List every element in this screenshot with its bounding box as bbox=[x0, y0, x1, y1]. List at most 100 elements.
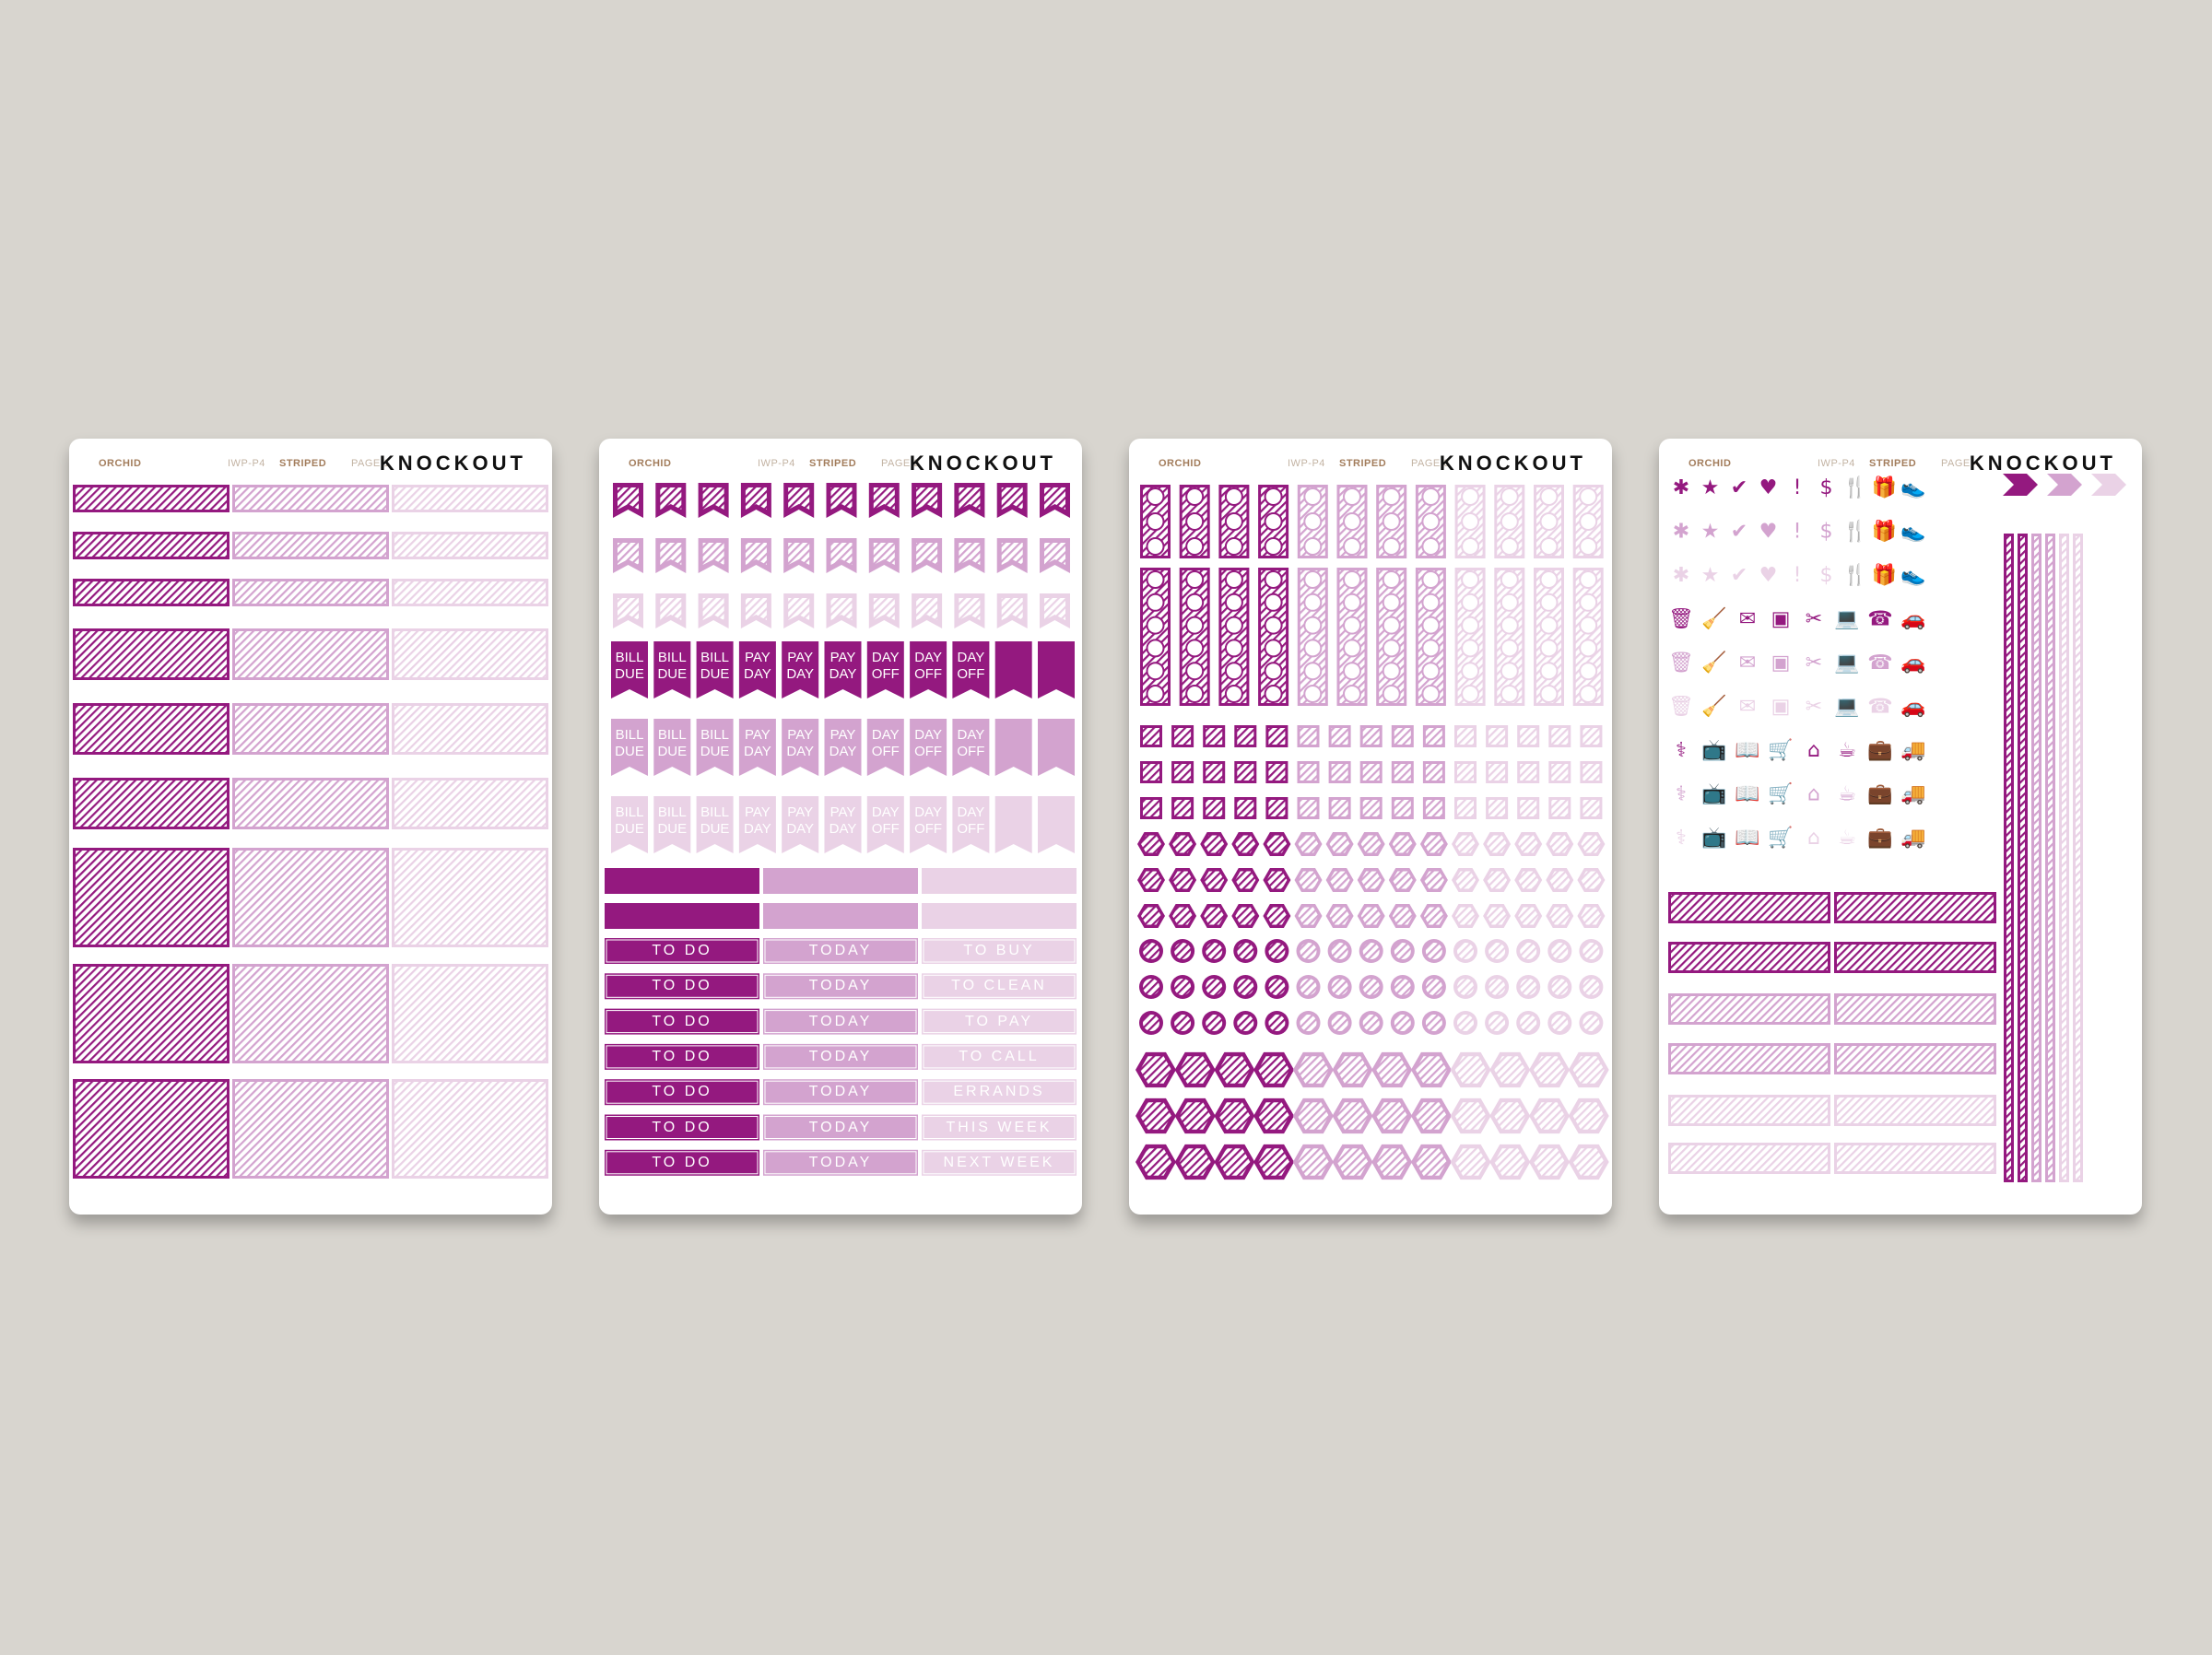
tracker-circle bbox=[1224, 616, 1243, 635]
circle-stripe bbox=[1237, 943, 1254, 959]
asterisk-icon: ✱ bbox=[1673, 476, 1689, 499]
circle-stripe bbox=[1206, 979, 1223, 995]
hexagon-stripe bbox=[1392, 871, 1413, 889]
hexagon-stripe bbox=[1360, 835, 1382, 853]
star-icon: ★ bbox=[1701, 564, 1720, 587]
tracker-circle bbox=[1579, 662, 1598, 681]
page-number: PAGE 1 bbox=[351, 458, 390, 469]
tracker-circle bbox=[1421, 616, 1441, 635]
phone-icon: ☎ bbox=[1867, 651, 1892, 675]
tracker-circle bbox=[1421, 512, 1441, 531]
circle-stripe bbox=[1300, 979, 1317, 995]
tracker-circle bbox=[1224, 570, 1243, 589]
vacuum-icon: 🧹 bbox=[1701, 695, 1726, 719]
word-flag-sticker bbox=[1038, 796, 1075, 853]
gift-icon: 🎁 bbox=[1872, 475, 1897, 499]
square-sticker bbox=[1580, 725, 1603, 747]
tracker-circle bbox=[1343, 639, 1361, 658]
hexagon-stripe bbox=[1455, 871, 1476, 889]
chevron-sticker bbox=[2003, 474, 2038, 496]
circle-stripe bbox=[1583, 979, 1600, 995]
label-strip-sticker bbox=[1668, 1095, 1830, 1126]
tracker-circle bbox=[1421, 537, 1441, 556]
blank-label-strip bbox=[763, 868, 918, 894]
square-sticker bbox=[1517, 797, 1540, 819]
tracker-circle bbox=[1421, 570, 1441, 589]
tracker-circle bbox=[1185, 512, 1205, 531]
habit-tracker-strip bbox=[1534, 568, 1564, 706]
label-strip-bg bbox=[605, 1043, 759, 1070]
label-strip-bg bbox=[763, 938, 918, 964]
large-hexagon-stripe bbox=[1140, 1148, 1171, 1176]
house-icon: ⌂ bbox=[1807, 783, 1820, 806]
tracker-circle bbox=[1343, 685, 1361, 703]
label-strip-border bbox=[606, 1151, 759, 1175]
tracker-circle bbox=[1461, 537, 1480, 556]
flag-label: BILL bbox=[616, 804, 644, 820]
large-hexagon-stripe bbox=[1376, 1056, 1408, 1084]
circle-stripe bbox=[1331, 943, 1348, 959]
label-strip-text: TODAY bbox=[808, 978, 873, 994]
habit-tracker-strip bbox=[1218, 568, 1250, 706]
square-sticker bbox=[1454, 761, 1477, 783]
tracker-circle bbox=[1224, 639, 1243, 658]
square-sticker bbox=[1203, 761, 1226, 783]
scissors-icon: ✂ bbox=[1806, 651, 1822, 675]
square-sticker bbox=[1265, 797, 1288, 819]
circle-stripe bbox=[1394, 979, 1411, 995]
flag-sticker bbox=[655, 483, 687, 518]
tracker-circle bbox=[1146, 662, 1165, 681]
hexagon-stripe bbox=[1266, 871, 1288, 889]
square-sticker bbox=[1517, 761, 1540, 783]
tracker-circle bbox=[1146, 537, 1165, 556]
label-strip-bg bbox=[605, 1114, 759, 1141]
hexagon-stripe bbox=[1423, 835, 1444, 853]
tracker-circle bbox=[1185, 537, 1205, 556]
circle-stripe bbox=[1268, 979, 1286, 995]
flag-label: DUE bbox=[657, 821, 687, 837]
large-hexagon-stripe bbox=[1494, 1102, 1526, 1130]
large-hexagon-stripe bbox=[1297, 1056, 1329, 1084]
label-strip-text: TODAY bbox=[808, 1154, 873, 1170]
tracker-circle bbox=[1264, 487, 1283, 506]
large-hexagon-stripe bbox=[1218, 1056, 1251, 1084]
flag-sticker bbox=[613, 538, 643, 573]
flag-sticker bbox=[912, 483, 943, 518]
tracker-circle bbox=[1461, 570, 1480, 589]
hexagon-stripe bbox=[1172, 907, 1194, 925]
flag-label: DAY bbox=[872, 650, 900, 665]
tracker-circle bbox=[1579, 639, 1598, 658]
flag-label: PAY bbox=[787, 804, 813, 820]
label-strip-text: TO CALL bbox=[959, 1048, 1040, 1064]
tracker-circle bbox=[1579, 512, 1598, 531]
flag-sticker bbox=[954, 593, 985, 628]
flag-label: OFF bbox=[914, 666, 942, 682]
label-strip-sticker bbox=[1834, 993, 1996, 1025]
flag-sticker bbox=[655, 593, 687, 628]
label-strip-border bbox=[764, 1116, 917, 1139]
flag-label: BILL bbox=[658, 727, 687, 743]
flag-label: PAY bbox=[830, 804, 856, 820]
hexagon-stripe bbox=[1455, 907, 1476, 925]
scissors-icon: ✂ bbox=[1806, 696, 1822, 719]
circle-stripe bbox=[1394, 1015, 1411, 1031]
truck-icon: 🚚 bbox=[1900, 739, 1925, 762]
tracker-circle bbox=[1264, 616, 1283, 635]
circle-stripe bbox=[1425, 979, 1442, 995]
hexagon-stripe bbox=[1518, 835, 1539, 853]
sheet-3-stickers bbox=[1135, 485, 1609, 1180]
hexagon-stripe bbox=[1204, 907, 1225, 925]
flag-label: OFF bbox=[914, 821, 942, 837]
hexagon-stripe bbox=[1360, 907, 1382, 925]
square-sticker bbox=[1454, 797, 1477, 819]
label-strip-text: TODAY bbox=[808, 1119, 873, 1135]
brand-logo: KNOCKOUT bbox=[1969, 452, 2116, 475]
large-hexagon-stripe bbox=[1534, 1102, 1565, 1130]
habit-tracker-strip bbox=[1415, 568, 1446, 706]
flag-label: DAY bbox=[786, 744, 814, 759]
cart-icon: 🛒 bbox=[1768, 826, 1793, 850]
tracker-circle bbox=[1579, 570, 1598, 589]
